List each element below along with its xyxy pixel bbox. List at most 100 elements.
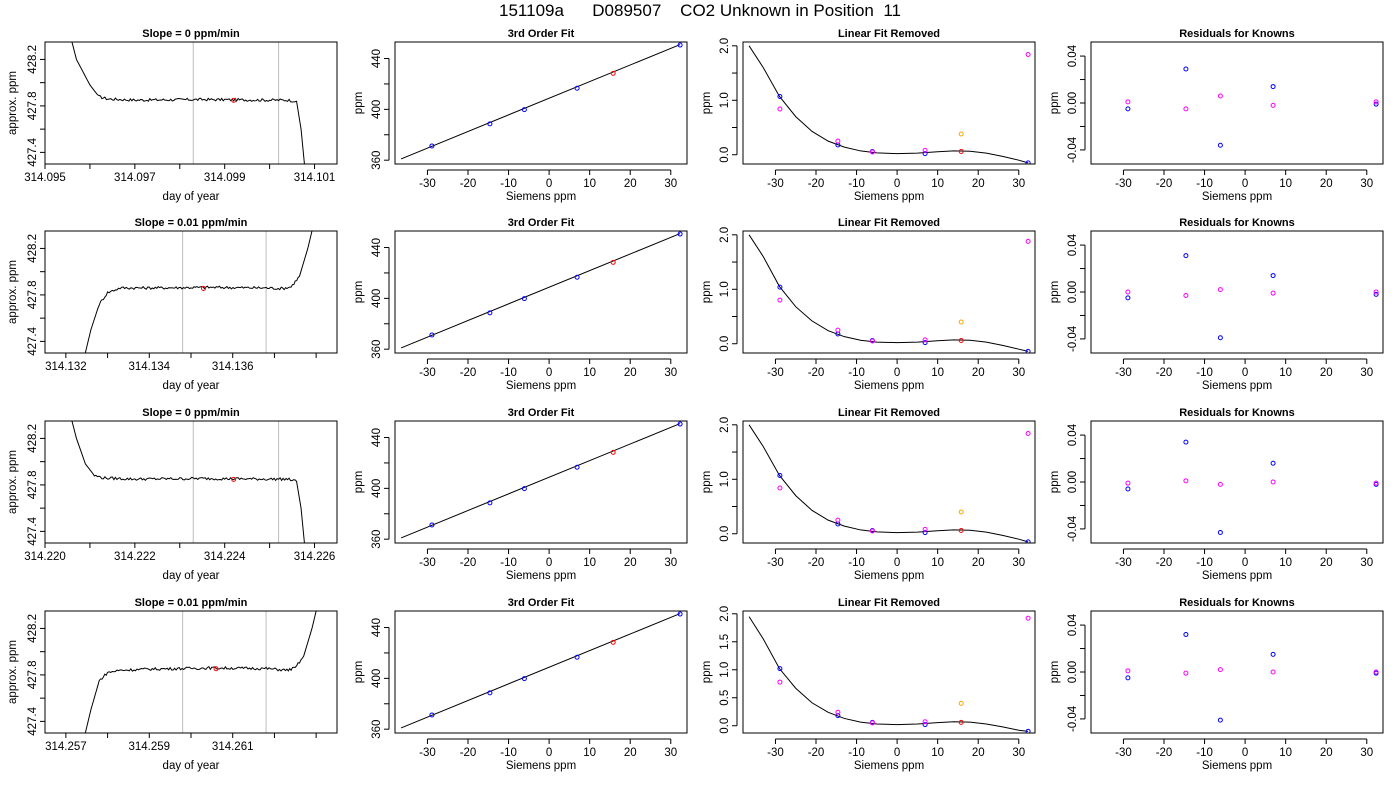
data-point-blue — [574, 464, 580, 470]
x-tick-label: 10 — [1279, 747, 1292, 759]
x-tick-label: 0 — [894, 557, 900, 569]
data-point-red — [958, 148, 964, 154]
fit-line — [400, 423, 681, 539]
x-tick-label: 10 — [1279, 367, 1292, 379]
data-point-red — [610, 70, 616, 76]
x-axis-label: Siemens ppm — [506, 191, 576, 203]
x-tick-label: 30 — [1360, 178, 1373, 190]
x-tick-label: -20 — [1156, 178, 1173, 190]
panel-linear-removed-2: -30 -20 -10 0 10 20 30 0.0 1.0 2.0 Linear Fit Remo… — [701, 217, 1036, 392]
plot-frame — [1090, 420, 1384, 544]
y-tick-label: 440 — [371, 618, 383, 637]
data-point-magenta — [1270, 102, 1276, 108]
x-tick-label: -30 — [1115, 557, 1132, 569]
x-tick-label: -30 — [767, 367, 784, 379]
x-tick-label: 30 — [1012, 747, 1025, 759]
data-point-magenta — [1217, 93, 1223, 99]
x-tick-label: 20 — [972, 747, 985, 759]
y-tick-label: 0.0 — [719, 336, 731, 352]
y-tick-label: 1.0 — [719, 662, 731, 678]
x-tick-label: 314.101 — [294, 172, 336, 184]
y-tick-label: 427.8 — [27, 471, 39, 500]
plot-frame — [1090, 230, 1384, 354]
x-tick-label: 30 — [664, 367, 677, 379]
x-tick-label: -30 — [1115, 747, 1132, 759]
y-tick-label: 0.04 — [1067, 233, 1079, 256]
data-point-magenta — [777, 679, 783, 685]
plot-area — [400, 231, 683, 349]
data-point-blue — [521, 676, 527, 682]
x-tick-label: 0 — [894, 747, 900, 759]
data-point-blue — [1183, 66, 1189, 72]
data-point-blue — [777, 666, 783, 672]
data-point-blue — [429, 143, 435, 149]
x-tick-label: 0 — [894, 367, 900, 379]
panel-linear-removed-1: -30 -20 -10 0 10 20 30 0.0 1.0 2.0 Linear Fit Remo… — [701, 28, 1036, 203]
y-tick-label: 400 — [371, 289, 383, 308]
panel-title: Residuals for Knowns — [1179, 407, 1295, 419]
plot-frame — [742, 610, 1036, 734]
data-point-blue — [1270, 460, 1276, 466]
data-point-blue — [429, 712, 435, 718]
data-point-magenta — [1270, 479, 1276, 485]
data-point-blue — [429, 522, 435, 528]
x-tick-label: 30 — [664, 747, 677, 759]
data-point-magenta — [869, 338, 875, 344]
panel-title: Slope = 0.01 ppm/min — [135, 217, 248, 229]
data-point-blue — [429, 332, 435, 338]
x-tick-label: 30 — [1012, 367, 1025, 379]
series-trace — [84, 231, 313, 353]
x-tick-label: 0 — [1242, 367, 1248, 379]
x-tick-label: 0 — [546, 747, 552, 759]
data-point-blue — [521, 486, 527, 492]
data-point-blue — [1025, 728, 1031, 733]
y-tick-label: 0.04 — [1067, 613, 1079, 636]
series-trace — [71, 421, 305, 543]
data-point-blue — [1125, 486, 1131, 492]
fit-line — [400, 613, 681, 729]
data-point-blue — [1373, 291, 1379, 297]
y-axis-label: approx. ppm — [7, 71, 19, 135]
data-point-blue — [521, 107, 527, 113]
x-tick-label: -20 — [1156, 557, 1173, 569]
panel-linear-removed-3: -30 -20 -10 0 10 20 30 0.0 1.0 2.0 Linear Fit Remo… — [701, 407, 1036, 582]
y-tick-label: 400 — [371, 100, 383, 119]
panel-title: Linear Fit Removed — [838, 28, 940, 40]
x-tick-label: 314.132 — [45, 361, 87, 373]
plot-frame — [44, 41, 338, 165]
data-point-magenta — [777, 297, 783, 303]
y-tick-label: 360 — [371, 720, 383, 739]
plot-frame — [394, 610, 688, 734]
data-point-blue — [677, 231, 683, 237]
panel-residuals-1: -30 -20 -10 0 10 20 30 -0.04 0.00 0.04 Residuals f… — [1049, 28, 1384, 203]
y-tick-label: 400 — [371, 669, 383, 688]
x-tick-label: 20 — [1320, 747, 1333, 759]
x-tick-label: 314.136 — [212, 361, 254, 373]
data-point-magenta — [922, 147, 928, 153]
x-tick-label: 30 — [1360, 747, 1373, 759]
x-tick-label: 314.095 — [24, 172, 66, 184]
panel-title: 3rd Order Fit — [508, 597, 575, 609]
panel-residuals-2: -30 -20 -10 0 10 20 30 -0.04 0.00 0.04 Residuals f… — [1049, 217, 1384, 392]
data-point-blue — [1025, 539, 1031, 543]
plot-area — [1125, 631, 1379, 723]
x-tick-label: 30 — [1360, 557, 1373, 569]
x-tick-label: -20 — [460, 557, 477, 569]
fit-line — [400, 44, 681, 160]
panel-cubic-fit-1: -30 -20 -10 0 10 20 30 360 400 440 3rd Order Fit Si… — [353, 28, 688, 203]
y-tick-label: 427.4 — [27, 326, 39, 355]
x-tick-label: -30 — [767, 557, 784, 569]
x-tick-label: -30 — [1115, 367, 1132, 379]
plot-area — [1125, 253, 1379, 341]
y-tick-label: 0.00 — [1067, 471, 1079, 493]
x-tick-label: -20 — [808, 747, 825, 759]
fit-curve — [748, 45, 1029, 164]
x-axis-label: Siemens ppm — [506, 380, 576, 392]
y-tick-label: 427.8 — [27, 281, 39, 310]
x-tick-label: 314.259 — [128, 741, 170, 753]
x-tick-label: 0 — [1242, 747, 1248, 759]
x-tick-label: 314.226 — [294, 551, 336, 563]
y-tick-label: 428.2 — [27, 45, 39, 74]
y-tick-label: 427.4 — [27, 516, 39, 545]
